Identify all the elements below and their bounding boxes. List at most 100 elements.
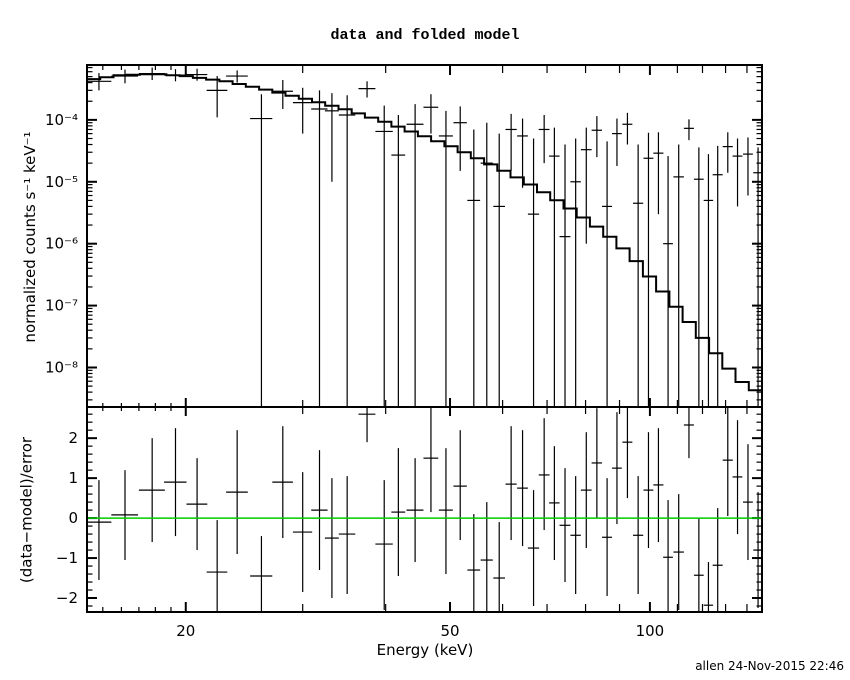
model-curve [87, 73, 762, 392]
residual-point [493, 522, 505, 612]
y-tick-label: 10⁻⁷ [45, 297, 78, 315]
data-point [375, 105, 393, 407]
data-point [632, 144, 644, 407]
residual-point [612, 412, 622, 525]
data-point [493, 133, 505, 407]
residual-point [324, 478, 339, 599]
data-point [570, 138, 581, 407]
x-tick-label: 20 [176, 622, 195, 640]
data-point [391, 114, 406, 407]
data-point [250, 94, 273, 407]
data-point [580, 127, 592, 244]
residual-point [683, 407, 694, 459]
data-point [693, 147, 704, 407]
residual-point [186, 458, 208, 551]
model-curve-group [87, 73, 762, 392]
residual-point [653, 428, 664, 543]
y-tick-label: 1 [68, 469, 78, 487]
data-point [622, 112, 633, 145]
residual-point [358, 407, 376, 443]
data-point [517, 118, 528, 188]
x-tick-label: 50 [440, 622, 459, 640]
data-point [559, 144, 571, 407]
data-point [703, 154, 714, 407]
y-tick-label: 10⁻⁴ [45, 111, 78, 129]
residual-point [703, 562, 714, 612]
data-point [338, 95, 356, 407]
data-point [111, 69, 139, 84]
data-point [722, 132, 733, 173]
data-point [423, 94, 439, 134]
data-point [186, 68, 208, 81]
data-point [406, 104, 424, 407]
residual-point [406, 458, 424, 563]
data-point [206, 76, 228, 118]
data-point [602, 141, 613, 407]
residual-point [673, 494, 684, 611]
residual-point [570, 476, 581, 595]
data-point [480, 122, 493, 407]
residual-point [549, 446, 560, 561]
data-point [549, 127, 560, 407]
residual-point [527, 490, 540, 607]
data-point [358, 81, 376, 98]
data-point [612, 118, 622, 166]
residual-point [622, 407, 633, 499]
residual-point [111, 470, 139, 561]
residual-point [453, 430, 467, 541]
data-point [591, 116, 603, 158]
data-point [226, 70, 248, 83]
data-point [663, 156, 673, 407]
data-point [87, 73, 112, 91]
spectrum-data-points [87, 67, 762, 407]
residual-point [753, 492, 762, 609]
data-point [467, 129, 481, 407]
residual-point [338, 476, 356, 595]
residual-point [505, 426, 517, 541]
residual-point [580, 432, 592, 549]
residual-point [602, 478, 613, 597]
residual-point [292, 472, 313, 593]
residual-point [517, 430, 528, 547]
residual-point [375, 480, 393, 611]
data-point [538, 114, 550, 164]
panel-borders [86, 64, 763, 613]
data-point [138, 67, 165, 81]
residual-point [272, 426, 293, 539]
data-point [743, 137, 753, 196]
residual-point [226, 430, 248, 555]
residual-point [423, 407, 439, 513]
data-point [453, 106, 467, 171]
data-point [653, 132, 664, 215]
residual-point [559, 468, 571, 583]
plot-footer: allen 24-Nov-2015 22:46 [695, 659, 844, 673]
y-tick-label: −2 [56, 589, 78, 607]
plot-title: data and folded model [330, 27, 520, 44]
spectrum-y-ticks: 10⁻⁴ 10⁻⁵ 10⁻⁶ 10⁻⁷ 10⁻⁸ [45, 66, 761, 401]
x-axis-label: Energy (keV) [376, 641, 474, 659]
x-axis-ticks: 20 50 100 [102, 66, 748, 640]
data-point [292, 87, 313, 134]
residual-point [632, 476, 644, 595]
spectrum-panel-border [86, 64, 763, 408]
data-point [673, 144, 684, 407]
residual-data-points [87, 407, 762, 612]
x-tick-label: 100 [636, 622, 665, 640]
data-point [643, 132, 654, 407]
data-point [732, 138, 743, 207]
data-point [311, 90, 328, 407]
y-tick-label: 10⁻⁶ [45, 235, 78, 253]
y-tick-label: 10⁻⁵ [45, 173, 78, 191]
residual-point [206, 520, 228, 612]
residual-point [250, 536, 273, 612]
data-point [324, 93, 339, 182]
y-tick-label: 2 [68, 429, 78, 447]
data-point [272, 80, 293, 109]
data-point [753, 147, 762, 407]
residual-point [712, 508, 723, 612]
residual-point [311, 450, 328, 571]
residual-point [438, 448, 453, 575]
residual-point [643, 432, 654, 549]
